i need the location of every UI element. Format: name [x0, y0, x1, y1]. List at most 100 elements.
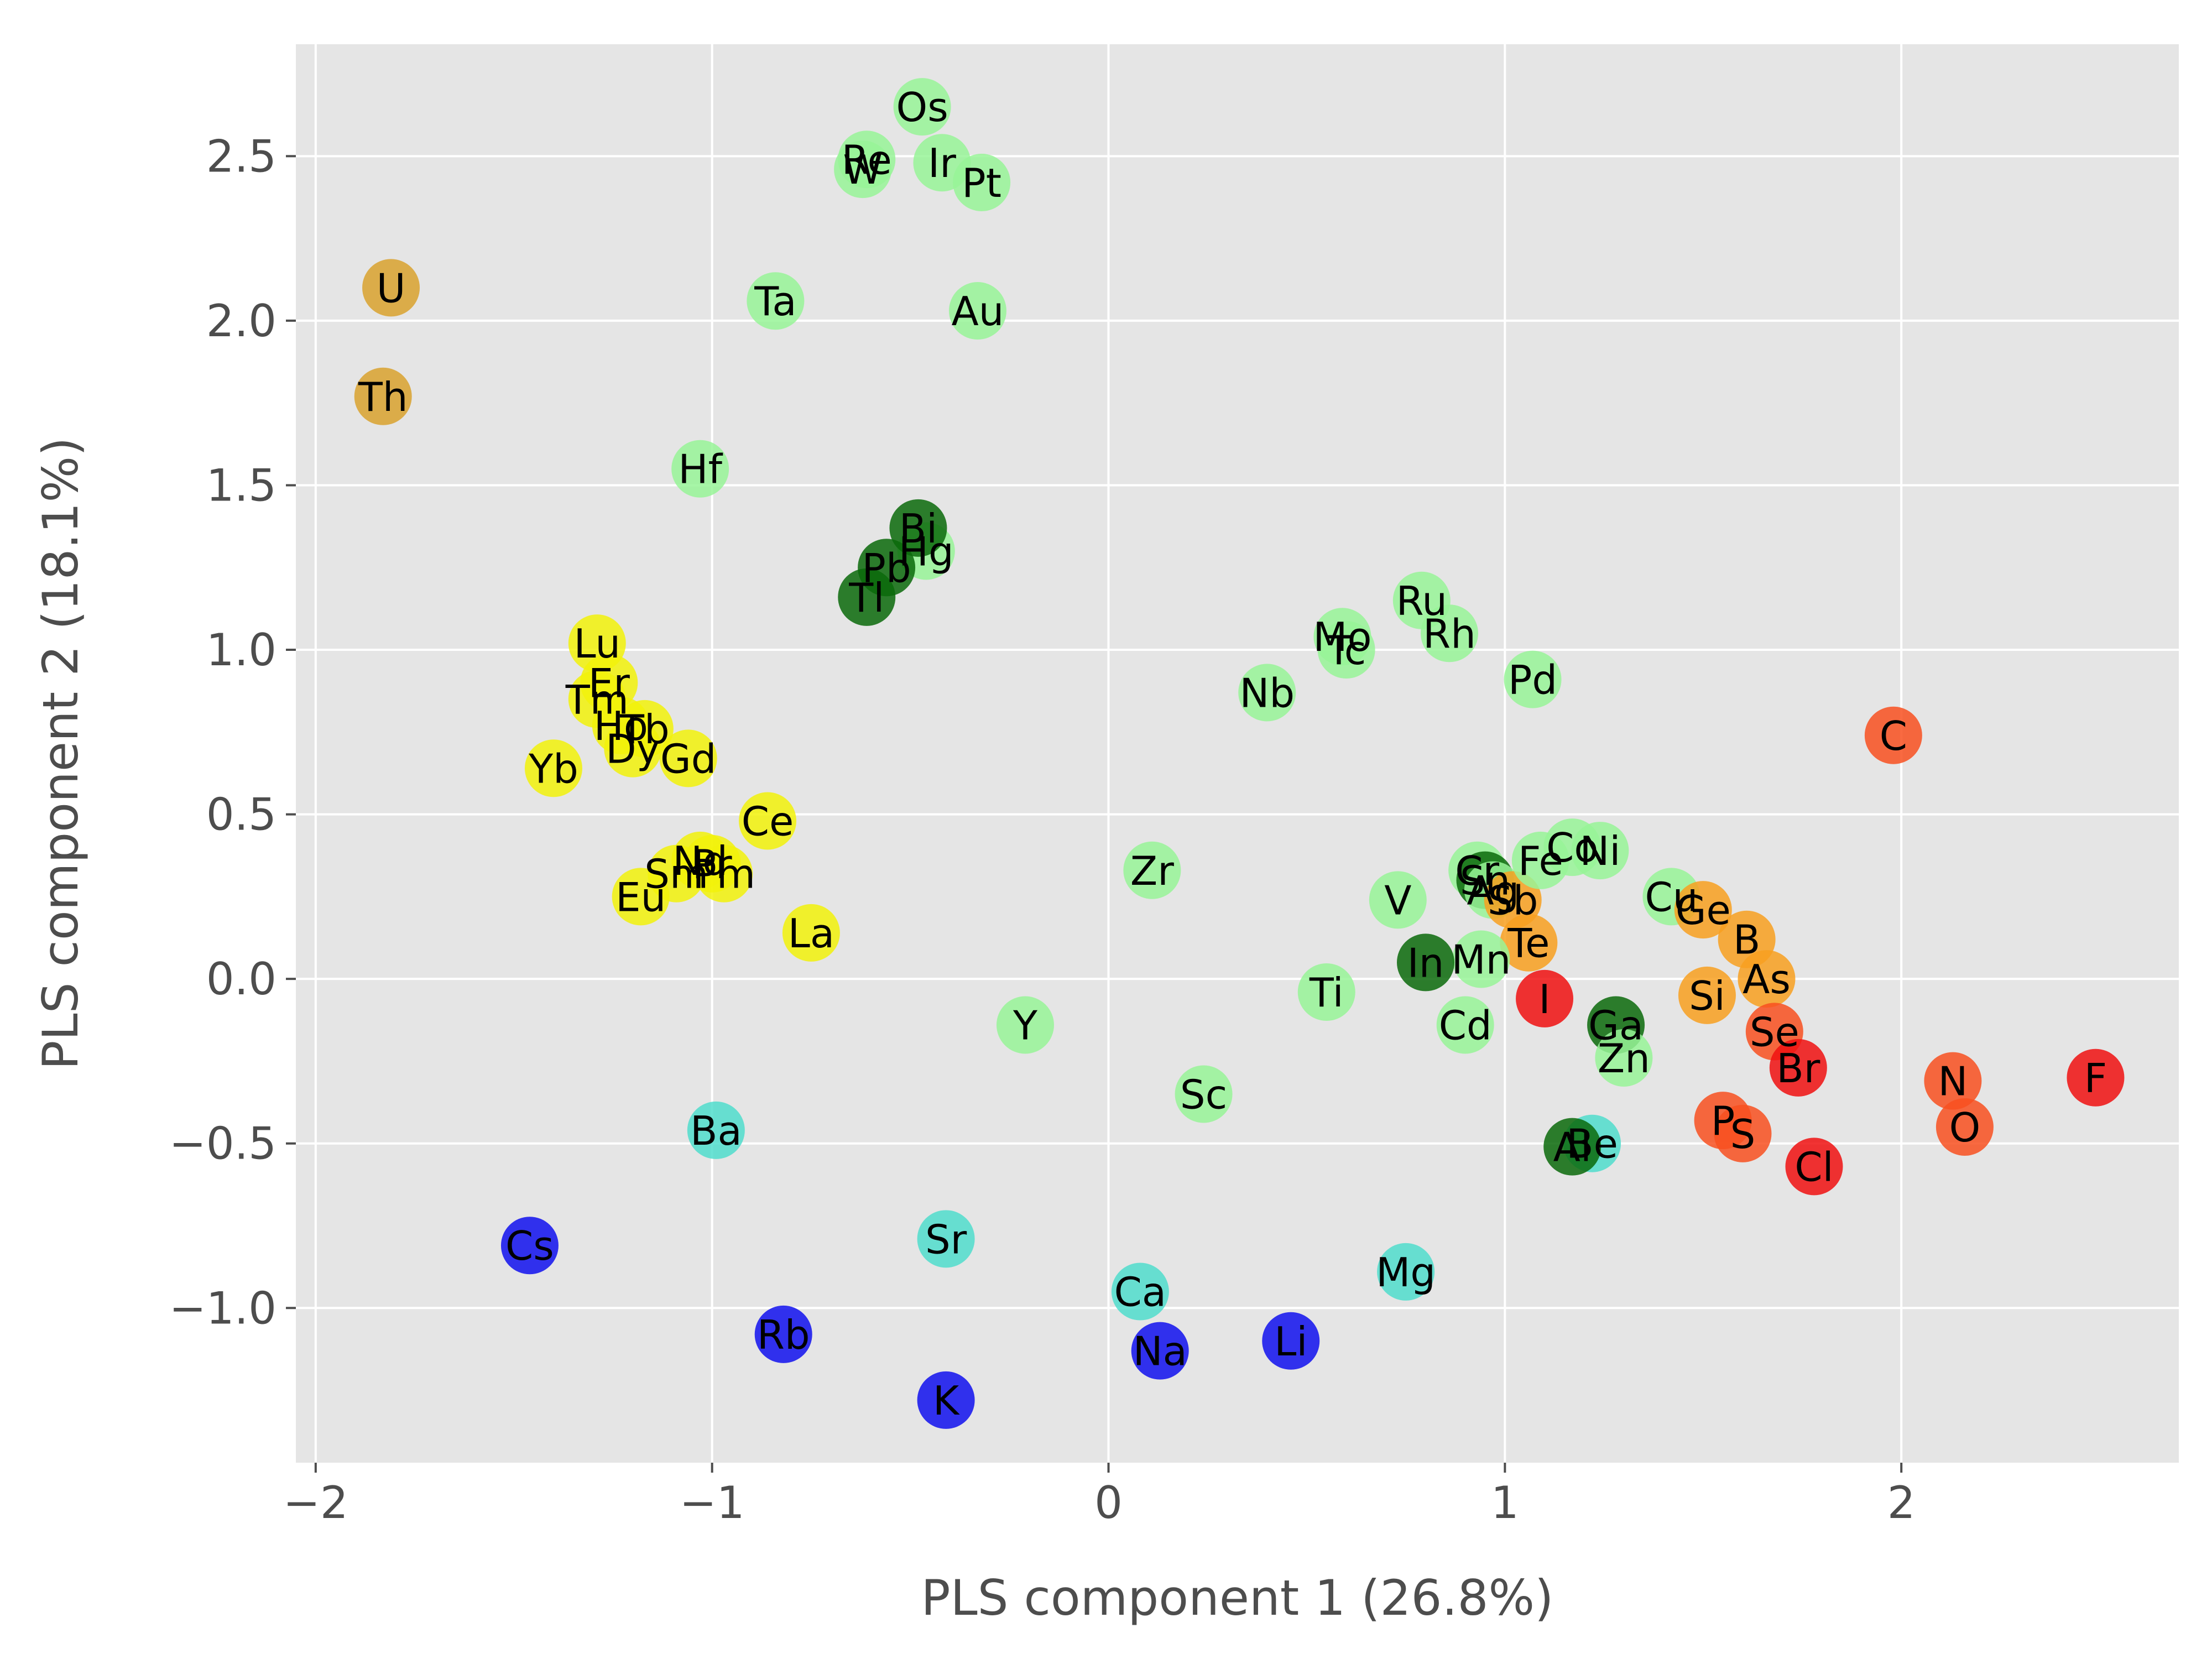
point-i	[1516, 969, 1574, 1027]
point-label-er: Er	[588, 660, 630, 707]
point-ti	[1297, 963, 1355, 1021]
point-label-ni: Ni	[1579, 828, 1620, 874]
point-pm	[695, 844, 753, 902]
point-label-al: Al	[1553, 1124, 1592, 1171]
point-au	[948, 282, 1006, 340]
point-label-v: V	[1384, 877, 1411, 924]
point-label-pd: Pd	[1508, 657, 1557, 703]
point-la	[782, 904, 840, 962]
point-al	[1543, 1118, 1601, 1176]
point-label-cs: Cs	[505, 1223, 554, 1269]
data-points	[354, 78, 2125, 1429]
point-gd	[659, 729, 717, 787]
x-tick-label: 2	[1887, 1477, 1916, 1528]
point-os	[893, 78, 951, 136]
point-ta	[747, 272, 805, 330]
x-tick-label: −1	[680, 1477, 745, 1528]
point-dy	[604, 719, 662, 778]
axis-ticks: −2 −1 0 1 2 −1.0 −0.5 0.0 0.5 1.0 1.5 2.0 2.5	[169, 131, 1916, 1528]
point-label-f: F	[2084, 1055, 2107, 1102]
point-th	[354, 367, 412, 425]
point-label-te: Te	[1507, 920, 1550, 967]
point-label-be: Be	[1566, 1121, 1618, 1167]
point-label-tl: Tl	[848, 575, 884, 621]
point-label-in: In	[1407, 940, 1444, 986]
point-y	[996, 996, 1054, 1054]
point-label-fe: Fe	[1518, 838, 1563, 884]
point-cd	[1436, 996, 1494, 1054]
x-tick-label: −2	[283, 1477, 348, 1528]
point-label-i: I	[1538, 976, 1550, 1022]
point-label-mg: Mg	[1376, 1249, 1436, 1296]
point-label-sm: Sm	[644, 851, 708, 898]
point-br	[1769, 1039, 1827, 1097]
point-label-os: Os	[896, 84, 948, 131]
point-li	[1262, 1312, 1320, 1370]
point-label-se: Se	[1750, 1009, 1799, 1055]
point-label-ru: Ru	[1396, 578, 1447, 624]
point-k	[917, 1371, 975, 1429]
point-tl	[838, 568, 896, 626]
point-label-bi: Bi	[899, 505, 937, 552]
point-label-ge: Ge	[1676, 887, 1731, 933]
point-pd	[1504, 650, 1562, 708]
point-label-br: Br	[1776, 1045, 1820, 1092]
point-label-hf: Hf	[678, 446, 723, 493]
point-n	[1924, 1052, 1982, 1110]
point-u	[362, 259, 420, 317]
point-label-rb: Rb	[757, 1312, 810, 1358]
point-cl	[1785, 1138, 1843, 1196]
point-label-sb: Sb	[1488, 877, 1538, 924]
point-label-p: P	[1711, 1098, 1735, 1144]
point-label-s: S	[1730, 1111, 1756, 1157]
point-label-k: K	[933, 1378, 960, 1424]
point-label-ag: Ag	[1467, 867, 1519, 914]
point-label-rh: Rh	[1423, 611, 1476, 657]
point-label-cu: Cu	[1645, 874, 1698, 920]
point-ce	[739, 792, 797, 850]
point-s	[1714, 1104, 1772, 1162]
point-mg	[1377, 1243, 1435, 1301]
point-sr	[917, 1210, 975, 1268]
point-hf	[671, 440, 729, 498]
point-label-ca: Ca	[1114, 1269, 1166, 1316]
point-mn	[1452, 930, 1510, 988]
y-tick-label: −0.5	[169, 1118, 276, 1170]
point-o	[1936, 1098, 1994, 1156]
point-label-li: Li	[1274, 1318, 1307, 1365]
point-f	[2067, 1048, 2125, 1107]
point-label-na: Na	[1133, 1328, 1187, 1375]
point-label-ba: Ba	[690, 1108, 742, 1154]
point-label-o: O	[1949, 1104, 1981, 1151]
y-tick-label: 0.5	[206, 789, 276, 841]
point-pt	[953, 153, 1011, 211]
point-rb	[754, 1305, 812, 1363]
point-label-ce: Ce	[742, 799, 794, 845]
point-label-w: W	[843, 147, 882, 193]
point-label-nd: Nd	[672, 838, 728, 884]
point-label-tm: Tm	[565, 676, 629, 723]
point-label-pb: Pb	[862, 545, 911, 591]
point-label-dy: Dy	[606, 726, 660, 773]
point-yb	[524, 739, 582, 797]
point-zn	[1595, 1029, 1653, 1087]
point-label-mn: Mn	[1451, 936, 1511, 983]
point-label-ir: Ir	[928, 140, 956, 186]
point-zr	[1123, 841, 1181, 899]
point-label-mo: Mo	[1313, 614, 1371, 660]
y-tick-label: −1.0	[169, 1282, 276, 1334]
x-tick-label: 1	[1491, 1477, 1519, 1528]
point-rh	[1421, 604, 1479, 662]
point-ge	[1674, 881, 1732, 939]
point-label-c: C	[1880, 713, 1907, 759]
point-v	[1369, 871, 1427, 929]
point-label-sn: Sn	[1460, 858, 1510, 904]
y-tick-label: 1.5	[206, 460, 276, 511]
y-tick-label: 0.0	[206, 953, 276, 1005]
point-label-ti: Ti	[1309, 969, 1344, 1016]
point-label-pm: Pm	[692, 851, 755, 898]
point-label-ho: Ho	[594, 703, 648, 749]
point-label-gd: Gd	[660, 735, 717, 782]
x-tick-label: 0	[1094, 1477, 1123, 1528]
